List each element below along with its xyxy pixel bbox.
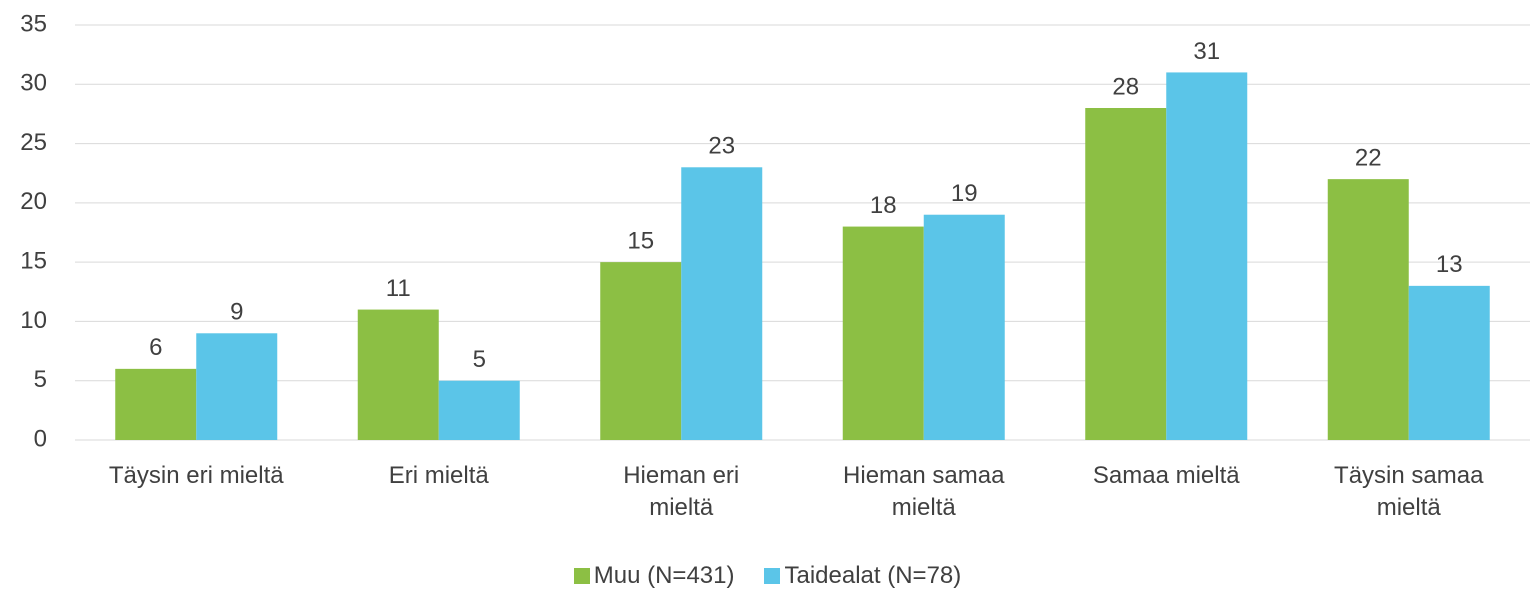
y-tick-label: 15 [20, 247, 47, 274]
x-tick-label: Täysin samaa mieltä [1334, 462, 1484, 521]
legend-swatch [573, 568, 590, 584]
bar [842, 226, 924, 440]
x-tick-label: Eri mieltä [388, 462, 489, 489]
legend-item: Muu (N=431) [573, 562, 735, 590]
bar [1327, 179, 1409, 440]
legend: Muu (N=431) Taidealat (N=78) [0, 562, 1535, 590]
y-tick-label: 35 [20, 10, 47, 37]
data-label: 19 [951, 180, 978, 207]
bar [1408, 285, 1490, 440]
data-label: 31 [1193, 38, 1220, 65]
data-label: 18 [870, 192, 897, 219]
data-label: 9 [230, 299, 243, 326]
y-tick-label: 0 [34, 425, 47, 452]
bar [1166, 72, 1248, 440]
bar [196, 333, 278, 440]
bar [600, 262, 682, 440]
data-label: 23 [708, 133, 735, 160]
legend-swatch [764, 568, 781, 584]
bar [115, 368, 197, 440]
data-label: 11 [386, 275, 411, 302]
y-tick-label: 20 [20, 188, 47, 215]
legend-item: Taidealat (N=78) [764, 562, 961, 590]
bar [681, 167, 763, 441]
y-tick-label: 25 [20, 129, 47, 156]
legend-label: Muu (N=431) [593, 562, 735, 589]
x-tick-label: Täysin eri mieltä [108, 462, 284, 489]
data-label: 15 [627, 227, 654, 254]
x-tick-label: Hieman samaa mieltä [843, 462, 1005, 521]
bar [357, 309, 439, 440]
x-tick-label: Hieman eri mieltä [623, 462, 740, 521]
data-label: 13 [1436, 251, 1463, 278]
data-label: 22 [1355, 144, 1382, 171]
y-tick-label: 10 [20, 307, 47, 334]
data-label: 6 [149, 334, 162, 361]
data-label: 5 [473, 346, 486, 373]
bar [1085, 108, 1167, 440]
y-tick-label: 5 [34, 366, 47, 393]
data-label: 28 [1112, 73, 1139, 100]
legend-label: Taidealat (N=78) [784, 562, 962, 589]
bar [438, 380, 520, 440]
x-tick-label: Samaa mieltä [1092, 462, 1240, 489]
bar [923, 214, 1005, 440]
y-tick-label: 30 [20, 70, 47, 97]
